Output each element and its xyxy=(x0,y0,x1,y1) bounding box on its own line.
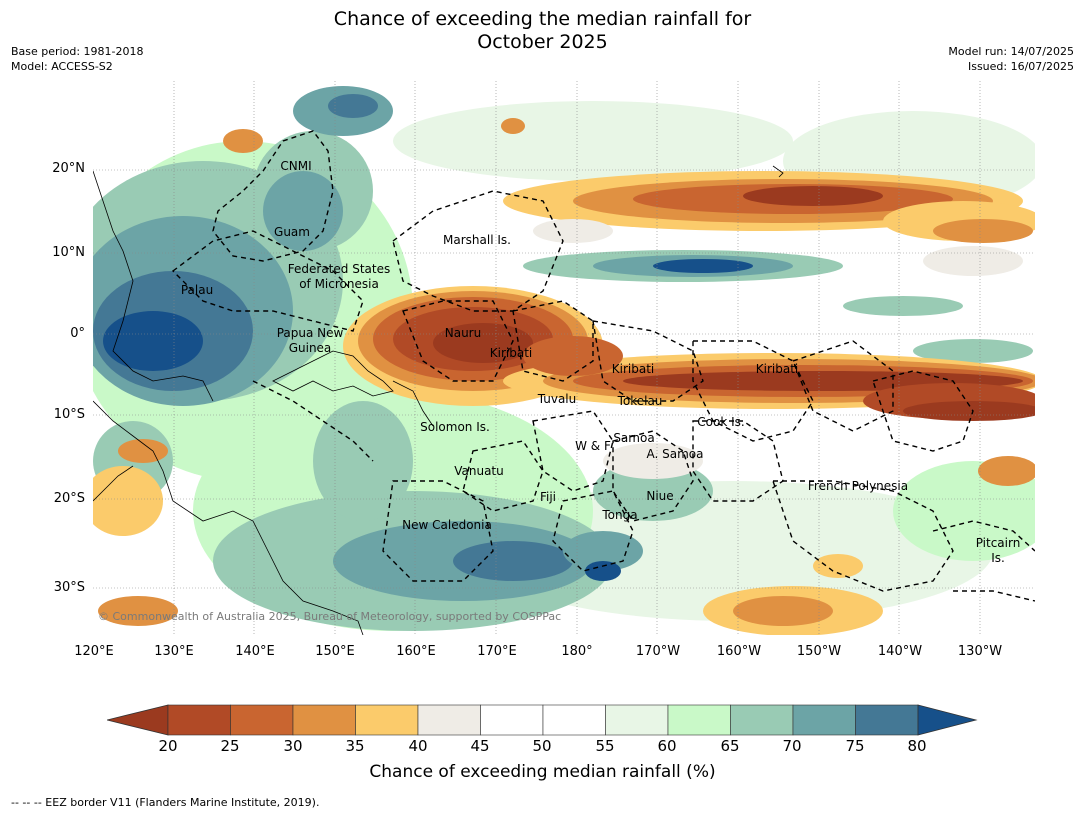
colorbar-label: 50 xyxy=(532,737,552,755)
x-tick: 150°E xyxy=(315,644,355,659)
x-tick: 130°E xyxy=(154,644,194,659)
copyright-notice: © Commonwealth of Australia 2025, Bureau… xyxy=(98,610,562,623)
issued-date: Issued: 16/07/2025 xyxy=(967,60,1074,73)
x-tick: 160°E xyxy=(396,644,436,659)
x-tick: 140°E xyxy=(235,644,275,659)
colorbar-label: 65 xyxy=(720,737,740,755)
rainfall-field xyxy=(93,81,1035,635)
region-label: Nauru xyxy=(445,326,481,340)
colorbar-segment xyxy=(667,704,731,736)
region-label: A. Samoa xyxy=(647,447,704,461)
colorbar-high-arrow xyxy=(917,704,978,736)
x-tick: 150°W xyxy=(796,644,842,659)
colorbar-label: 70 xyxy=(782,737,802,755)
colorbar-label: 40 xyxy=(408,737,428,755)
colorbar-label: 30 xyxy=(283,737,303,755)
region-label: New Caledonia xyxy=(402,518,492,532)
region-label: Federated States xyxy=(288,262,390,276)
x-tick: 170°W xyxy=(635,644,681,659)
y-tick: 20°S xyxy=(53,491,85,506)
region-label: Papua New xyxy=(277,326,344,340)
region-label: Kiribati xyxy=(490,346,532,360)
region-label: Cook Is. xyxy=(697,415,744,429)
meta-right: Model run: 14/07/2025 Issued: 16/07/2025 xyxy=(948,44,1074,74)
region-label: Samoa xyxy=(613,431,654,445)
eez-borders xyxy=(171,130,1035,602)
region-label: Palau xyxy=(181,283,213,297)
colorbar-segment xyxy=(480,704,544,736)
region-label: of Micronesia xyxy=(299,277,379,291)
y-tick: 30°S xyxy=(53,580,85,595)
rainfall-map: CNMI Guam Marshall Is. Federated States … xyxy=(93,81,1035,635)
region-label: W & F xyxy=(575,439,611,453)
colorbar-label: 55 xyxy=(595,737,615,755)
coastlines xyxy=(93,165,784,635)
colorbar-low-arrow xyxy=(107,704,169,736)
y-tick: 20°N xyxy=(52,161,85,176)
x-tick: 180° xyxy=(561,644,593,659)
region-labels: CNMI Guam Marshall Is. Federated States … xyxy=(181,159,1020,565)
x-tick: 140°W xyxy=(877,644,923,659)
y-tick: 10°S xyxy=(53,407,85,422)
region-label: Niue xyxy=(646,489,673,503)
colorbar-segment xyxy=(730,704,794,736)
meta-left: Base period: 1981-2018 Model: ACCESS-S2 xyxy=(11,44,143,74)
x-tick: 160°W xyxy=(716,644,762,659)
colorbar-segment xyxy=(605,704,669,736)
graticule xyxy=(93,81,1035,635)
region-label: French Polynesia xyxy=(808,479,908,493)
colorbar-segment xyxy=(792,704,856,736)
region-label: Guam xyxy=(274,225,310,239)
region-label: Pitcairn xyxy=(976,536,1021,550)
title-line-2: October 2025 xyxy=(477,31,608,53)
colorbar-segment xyxy=(417,704,481,736)
x-tick: 120°E xyxy=(74,644,114,659)
region-label: Kiribati xyxy=(612,362,654,376)
region-label: Marshall Is. xyxy=(443,233,511,247)
region-label: Solomon Is. xyxy=(420,420,490,434)
model-run: Model run: 14/07/2025 xyxy=(948,45,1074,58)
colorbar-label: 80 xyxy=(907,737,927,755)
colorbar-segment xyxy=(855,704,919,736)
region-label: CNMI xyxy=(280,159,311,173)
colorbar-segment xyxy=(355,704,419,736)
colorbar-label: 60 xyxy=(657,737,677,755)
title-line-1: Chance of exceeding the median rainfall … xyxy=(333,8,752,30)
region-label: Is. xyxy=(991,551,1005,565)
region-label: Kiribati xyxy=(756,362,798,376)
colorbar-segment xyxy=(542,704,606,736)
map-title: Chance of exceeding the median rainfall … xyxy=(0,8,1085,54)
region-label: Vanuatu xyxy=(454,464,504,478)
colorbar-segment xyxy=(292,704,356,736)
region-label: Fiji xyxy=(540,490,556,504)
colorbar-label: 25 xyxy=(220,737,240,755)
colorbar-label: 35 xyxy=(345,737,365,755)
base-period: Base period: 1981-2018 xyxy=(11,45,144,58)
eez-note: -- -- -- EEZ border V11 (Flanders Marine… xyxy=(11,796,320,809)
colorbar-segment xyxy=(230,704,294,736)
model-name: Model: ACCESS-S2 xyxy=(11,60,113,73)
colorbar-title: Chance of exceeding median rainfall (%) xyxy=(369,762,716,782)
region-label: Tonga xyxy=(601,508,637,522)
colorbar xyxy=(107,704,978,736)
colorbar-label: 20 xyxy=(158,737,178,755)
x-tick: 170°E xyxy=(477,644,517,659)
y-tick: 10°N xyxy=(52,245,85,260)
x-tick: 130°W xyxy=(957,644,1003,659)
colorbar-segment xyxy=(167,704,231,736)
region-label: Tuvalu xyxy=(537,392,577,406)
region-label: Tokelau xyxy=(617,394,663,408)
colorbar-label: 45 xyxy=(470,737,490,755)
y-tick: 0° xyxy=(70,326,85,341)
region-label: Guinea xyxy=(289,341,332,355)
colorbar-label: 75 xyxy=(845,737,865,755)
